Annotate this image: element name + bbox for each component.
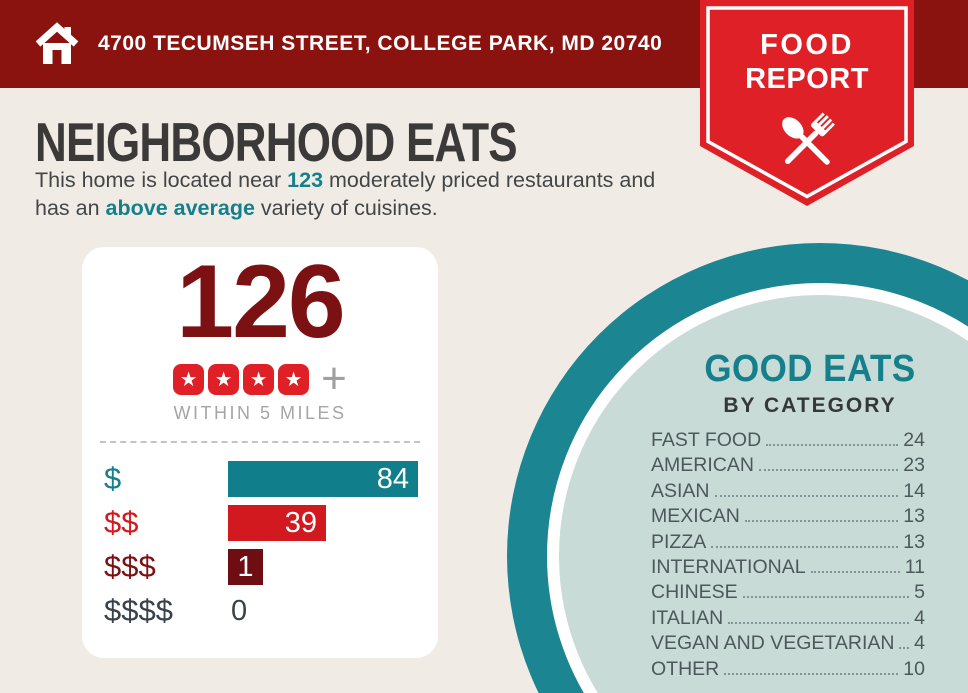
good-eats-subtitle: BY CATEGORY: [723, 394, 897, 417]
category-count: 5: [914, 581, 925, 604]
restaurant-count: 123: [287, 168, 324, 192]
spoon-fork-icon: [782, 112, 835, 165]
star-icon: ★: [208, 363, 240, 395]
dotted-leader: [758, 469, 899, 472]
price-tier-rows: $84 $$ 39 $$$ 1 $$$$ 0: [82, 457, 438, 633]
price-tier-row: $$$$ 0: [104, 589, 438, 633]
total-restaurants: 126: [176, 244, 346, 360]
price-tier-label: $$$$: [104, 593, 173, 628]
category-row: MEXICAN 13: [651, 505, 925, 530]
category-row: VEGAN AND VEGETARIAN 4: [651, 632, 925, 657]
star-icon: ★: [243, 363, 275, 395]
category-count: 4: [914, 606, 925, 629]
food-report-badge: FOOD REPORT: [700, 0, 914, 206]
price-tier-row: $$ 39: [104, 501, 438, 545]
category-list: FAST FOOD 24 AMERICAN 23 ASIAN 14 MEXICAN 13 PIZ…: [651, 429, 925, 683]
stars-row: ★ ★ ★ ★ +: [82, 354, 438, 403]
dotted-leader: [899, 647, 910, 650]
page-title: NEIGHBORHOOD EATS: [35, 111, 518, 173]
category-count: 11: [904, 555, 925, 578]
category-count: 14: [903, 479, 925, 502]
price-tier-label: $$: [104, 505, 139, 540]
intro-line1-pre: This home is located near: [35, 168, 288, 192]
category-row: AMERICAN 23: [651, 454, 925, 479]
category-label: ITALIAN: [651, 606, 724, 629]
restaurant-summary-card: 126 ★ ★ ★ ★ + WITHIN 5 MILES $84 $$ 39 $$$ 1 $$$$…: [82, 247, 438, 658]
fork-icon: [784, 112, 835, 165]
good-eats-title: GOOD EATS: [704, 348, 916, 390]
price-tier-bar: 84: [228, 461, 418, 497]
price-tier-label: $$$: [104, 549, 156, 584]
price-tier-value: 1: [237, 550, 254, 583]
price-tier-row: $$$ 1: [104, 545, 438, 589]
price-tier-bar: 39: [228, 505, 326, 541]
dotted-leader: [711, 545, 899, 548]
star-icon: ★: [278, 363, 310, 395]
category-label: ASIAN: [651, 479, 710, 502]
good-eats-header: GOOD EATS BY CATEGORY: [660, 348, 960, 418]
category-row: FAST FOOD 24: [651, 429, 925, 454]
dotted-leader: [744, 520, 899, 523]
dotted-leader: [766, 444, 899, 446]
badge-title-line1: FOOD: [760, 29, 854, 61]
home-icon: [35, 22, 79, 64]
dotted-leader: [724, 672, 899, 675]
price-tier-value: 84: [376, 462, 409, 495]
category-count: 24: [903, 429, 925, 451]
category-label: PIZZA: [651, 530, 707, 553]
category-row: ASIAN 14: [651, 480, 925, 505]
price-tier-value: 39: [284, 506, 317, 539]
category-label: CHINESE: [651, 581, 738, 604]
dotted-leader: [728, 621, 910, 624]
dotted-leader: [714, 494, 899, 497]
category-row: CHINESE 5: [651, 581, 925, 606]
category-count: 10: [903, 657, 925, 680]
category-label: VEGAN AND VEGETARIAN: [651, 632, 895, 655]
price-tier-row: $84: [104, 457, 438, 501]
category-row: PIZZA 13: [651, 531, 925, 556]
intro-line2-post: variety of cuisines.: [254, 196, 438, 220]
category-count: 13: [903, 530, 925, 553]
category-count: 13: [903, 505, 925, 528]
dotted-leader: [742, 596, 910, 599]
category-count: 4: [914, 632, 925, 655]
category-row: ITALIAN 4: [651, 607, 925, 632]
category-row: OTHER 10: [651, 658, 925, 683]
dashed-divider: [100, 441, 420, 443]
price-tier-bar: 1: [228, 549, 263, 585]
badge-title-line2: REPORT: [745, 63, 869, 95]
star-icon: ★: [173, 363, 205, 395]
property-address: 4700 TECUMSEH STREET, COLLEGE PARK, MD 2…: [98, 32, 663, 55]
category-label: AMERICAN: [651, 454, 754, 477]
variety-highlight: above average: [105, 196, 255, 220]
radius-label: WITHIN 5 MILES: [173, 403, 347, 423]
price-tier-label: $: [104, 461, 122, 496]
intro-text: This home is located near 123 moderately…: [35, 166, 655, 222]
category-count: 23: [903, 454, 925, 477]
plus-icon: +: [321, 354, 347, 403]
category-label: FAST FOOD: [651, 429, 762, 451]
category-row: INTERNATIONAL 11: [651, 556, 925, 581]
intro-line2-pre: has an: [35, 196, 106, 220]
category-label: INTERNATIONAL: [651, 555, 806, 578]
category-label: MEXICAN: [651, 505, 740, 528]
price-tier-value: 0: [231, 594, 248, 627]
category-label: OTHER: [651, 657, 720, 680]
dotted-leader: [810, 570, 900, 573]
intro-line1-post: moderately priced restaurants and: [323, 168, 656, 192]
